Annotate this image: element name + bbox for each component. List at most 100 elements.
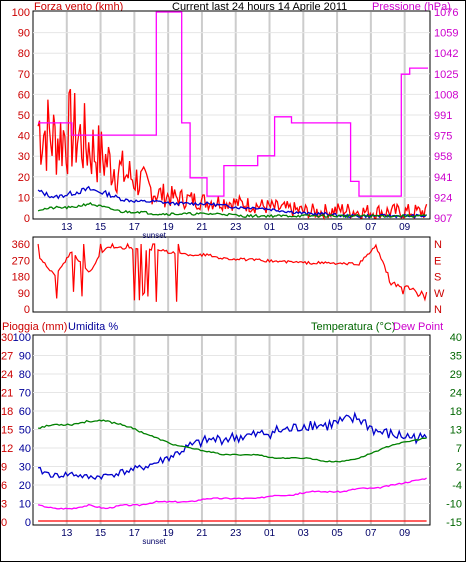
rain-y-tick-label: 3 [1, 499, 7, 511]
rain-y-tick-label: 0 [1, 517, 7, 529]
rain-y-tick-label: 27 [1, 351, 13, 363]
humidity-y-tick-label: 70 [19, 388, 31, 400]
temperature-y-tick-label: 29 [450, 369, 462, 381]
humidity-y-tick-label: 80 [19, 369, 31, 381]
humidity-x-tick-label: 23 [230, 528, 242, 539]
direction-y-tick-label: 0 [24, 304, 30, 316]
temperature-y-tick-label: 2 [456, 462, 462, 474]
direction-y-tick-label: 270 [12, 255, 30, 267]
wind-gust-line [37, 88, 428, 221]
wind-y-tick-label: 40 [18, 131, 30, 143]
temperature-line [38, 419, 427, 463]
humidity-x-tick-label: 09 [399, 528, 411, 539]
rain-y-tick-label: 24 [1, 369, 13, 381]
temperature-y-tick-label: -4 [452, 480, 462, 492]
pressure-axis-title: Pressione (hPa) [372, 1, 451, 13]
wind-speed-axis-title: Forza vento (kmh) [34, 1, 123, 13]
direction-y-tick-label: 90 [18, 288, 30, 300]
direction-compass-label: E [434, 255, 441, 267]
pressure-y-tick-label: 975 [434, 131, 452, 143]
humidity-x-tick-label: 13 [61, 528, 73, 539]
wind-x-tick-label: 13 [61, 222, 73, 233]
wind-x-tick-label: 19 [163, 222, 175, 233]
humidity-line [38, 411, 428, 480]
wind-sunset-label: sunset [142, 231, 166, 240]
humidity-x-tick-label: 03 [298, 528, 310, 539]
humidity-sunset-label: sunset [142, 537, 166, 546]
direction-y-tick-label: 360 [12, 239, 30, 251]
pressure-y-tick-label: 991 [434, 110, 452, 122]
rain-y-tick-label: 6 [1, 480, 7, 492]
rain-y-tick-label: 9 [1, 462, 7, 474]
temperature-y-tick-label: 24 [450, 388, 462, 400]
humidity-x-tick-label: 19 [163, 528, 175, 539]
temperature-y-tick-label: 35 [450, 351, 462, 363]
dew-point-axis-title: Dew Point [393, 321, 443, 333]
temperature-y-tick-label: 13 [450, 425, 462, 437]
wind-y-tick-label: 50 [18, 110, 30, 122]
humidity-x-tick-label: 17 [129, 528, 141, 539]
direction-compass-label: W [434, 288, 445, 300]
rain-y-tick-label: 30 [1, 332, 13, 344]
rain-y-tick-label: 12 [1, 443, 13, 455]
temperature-axis-title: Temperatura (°C) [311, 321, 395, 333]
wind-y-tick-label: 30 [18, 151, 30, 163]
temperature-y-tick-label: -10 [446, 499, 462, 511]
pressure-y-tick-label: 1059 [434, 28, 458, 40]
humidity-x-tick-label: 01 [264, 528, 276, 539]
pressure-line [38, 11, 428, 197]
humidity-y-tick-label: 10 [19, 499, 31, 511]
pressure-y-tick-label: 941 [434, 172, 452, 184]
temperature-y-tick-label: -15 [446, 517, 462, 529]
dew-point-line [37, 477, 427, 510]
rain-y-tick-label: 21 [1, 388, 13, 400]
wind-x-tick-label: 01 [264, 222, 276, 233]
humidity-axis-title: Umidita % [68, 321, 118, 333]
wind-y-tick-label: 90 [18, 28, 30, 40]
wind-x-tick-label: 23 [230, 222, 242, 233]
humidity-y-tick-label: 60 [19, 406, 31, 418]
wind-x-tick-label: 15 [95, 222, 107, 233]
pressure-y-tick-label: 1008 [434, 89, 458, 101]
humidity-y-tick-label: 100 [13, 332, 31, 344]
humidity-y-tick-label: 50 [19, 425, 31, 437]
direction-y-tick-label: 180 [12, 272, 30, 284]
wind-direction-frame [32, 236, 431, 313]
humidity-y-tick-label: 40 [19, 443, 31, 455]
pressure-y-tick-label: 924 [434, 192, 452, 204]
chart-title: Current last 24 hours 14 Aprile 2011 [172, 1, 347, 13]
wind-x-tick-label: 05 [332, 222, 344, 233]
wind-y-tick-label: 70 [18, 69, 30, 81]
temperature-y-tick-label: 7 [456, 443, 462, 455]
pressure-y-tick-label: 1025 [434, 69, 458, 81]
humidity-y-tick-label: 90 [19, 351, 31, 363]
wind-x-tick-label: 07 [365, 222, 377, 233]
pressure-y-tick-label: 907 [434, 213, 452, 225]
wind-direction-line [37, 242, 428, 302]
humidity-y-tick-label: 20 [19, 480, 31, 492]
wind-x-tick-label: 21 [196, 222, 208, 233]
wind-x-tick-label: 09 [399, 222, 411, 233]
humidity-x-tick-label: 15 [95, 528, 107, 539]
direction-compass-label: S [434, 272, 441, 284]
wind-y-tick-label: 60 [18, 89, 30, 101]
pressure-y-tick-label: 1076 [434, 7, 458, 19]
pressure-y-tick-label: 958 [434, 151, 452, 163]
temperature-y-tick-label: 18 [450, 406, 462, 418]
wind-direction-panel [32, 236, 431, 313]
wind-x-tick-label: 17 [129, 222, 141, 233]
wind-y-tick-label: 100 [12, 7, 30, 19]
humidity-y-tick-label: 0 [25, 517, 31, 529]
temperature-y-tick-label: 40 [450, 332, 462, 344]
humidity-x-tick-label: 21 [196, 528, 208, 539]
wind-y-tick-label: 20 [18, 172, 30, 184]
humidity-x-tick-label: 07 [365, 528, 377, 539]
direction-compass-label: N [434, 239, 442, 251]
wind-y-tick-label: 0 [24, 213, 30, 225]
pressure-y-tick-label: 1042 [434, 48, 458, 60]
series-lines [37, 11, 428, 522]
humidity-y-tick-label: 30 [19, 462, 31, 474]
wind-y-tick-label: 80 [18, 48, 30, 60]
